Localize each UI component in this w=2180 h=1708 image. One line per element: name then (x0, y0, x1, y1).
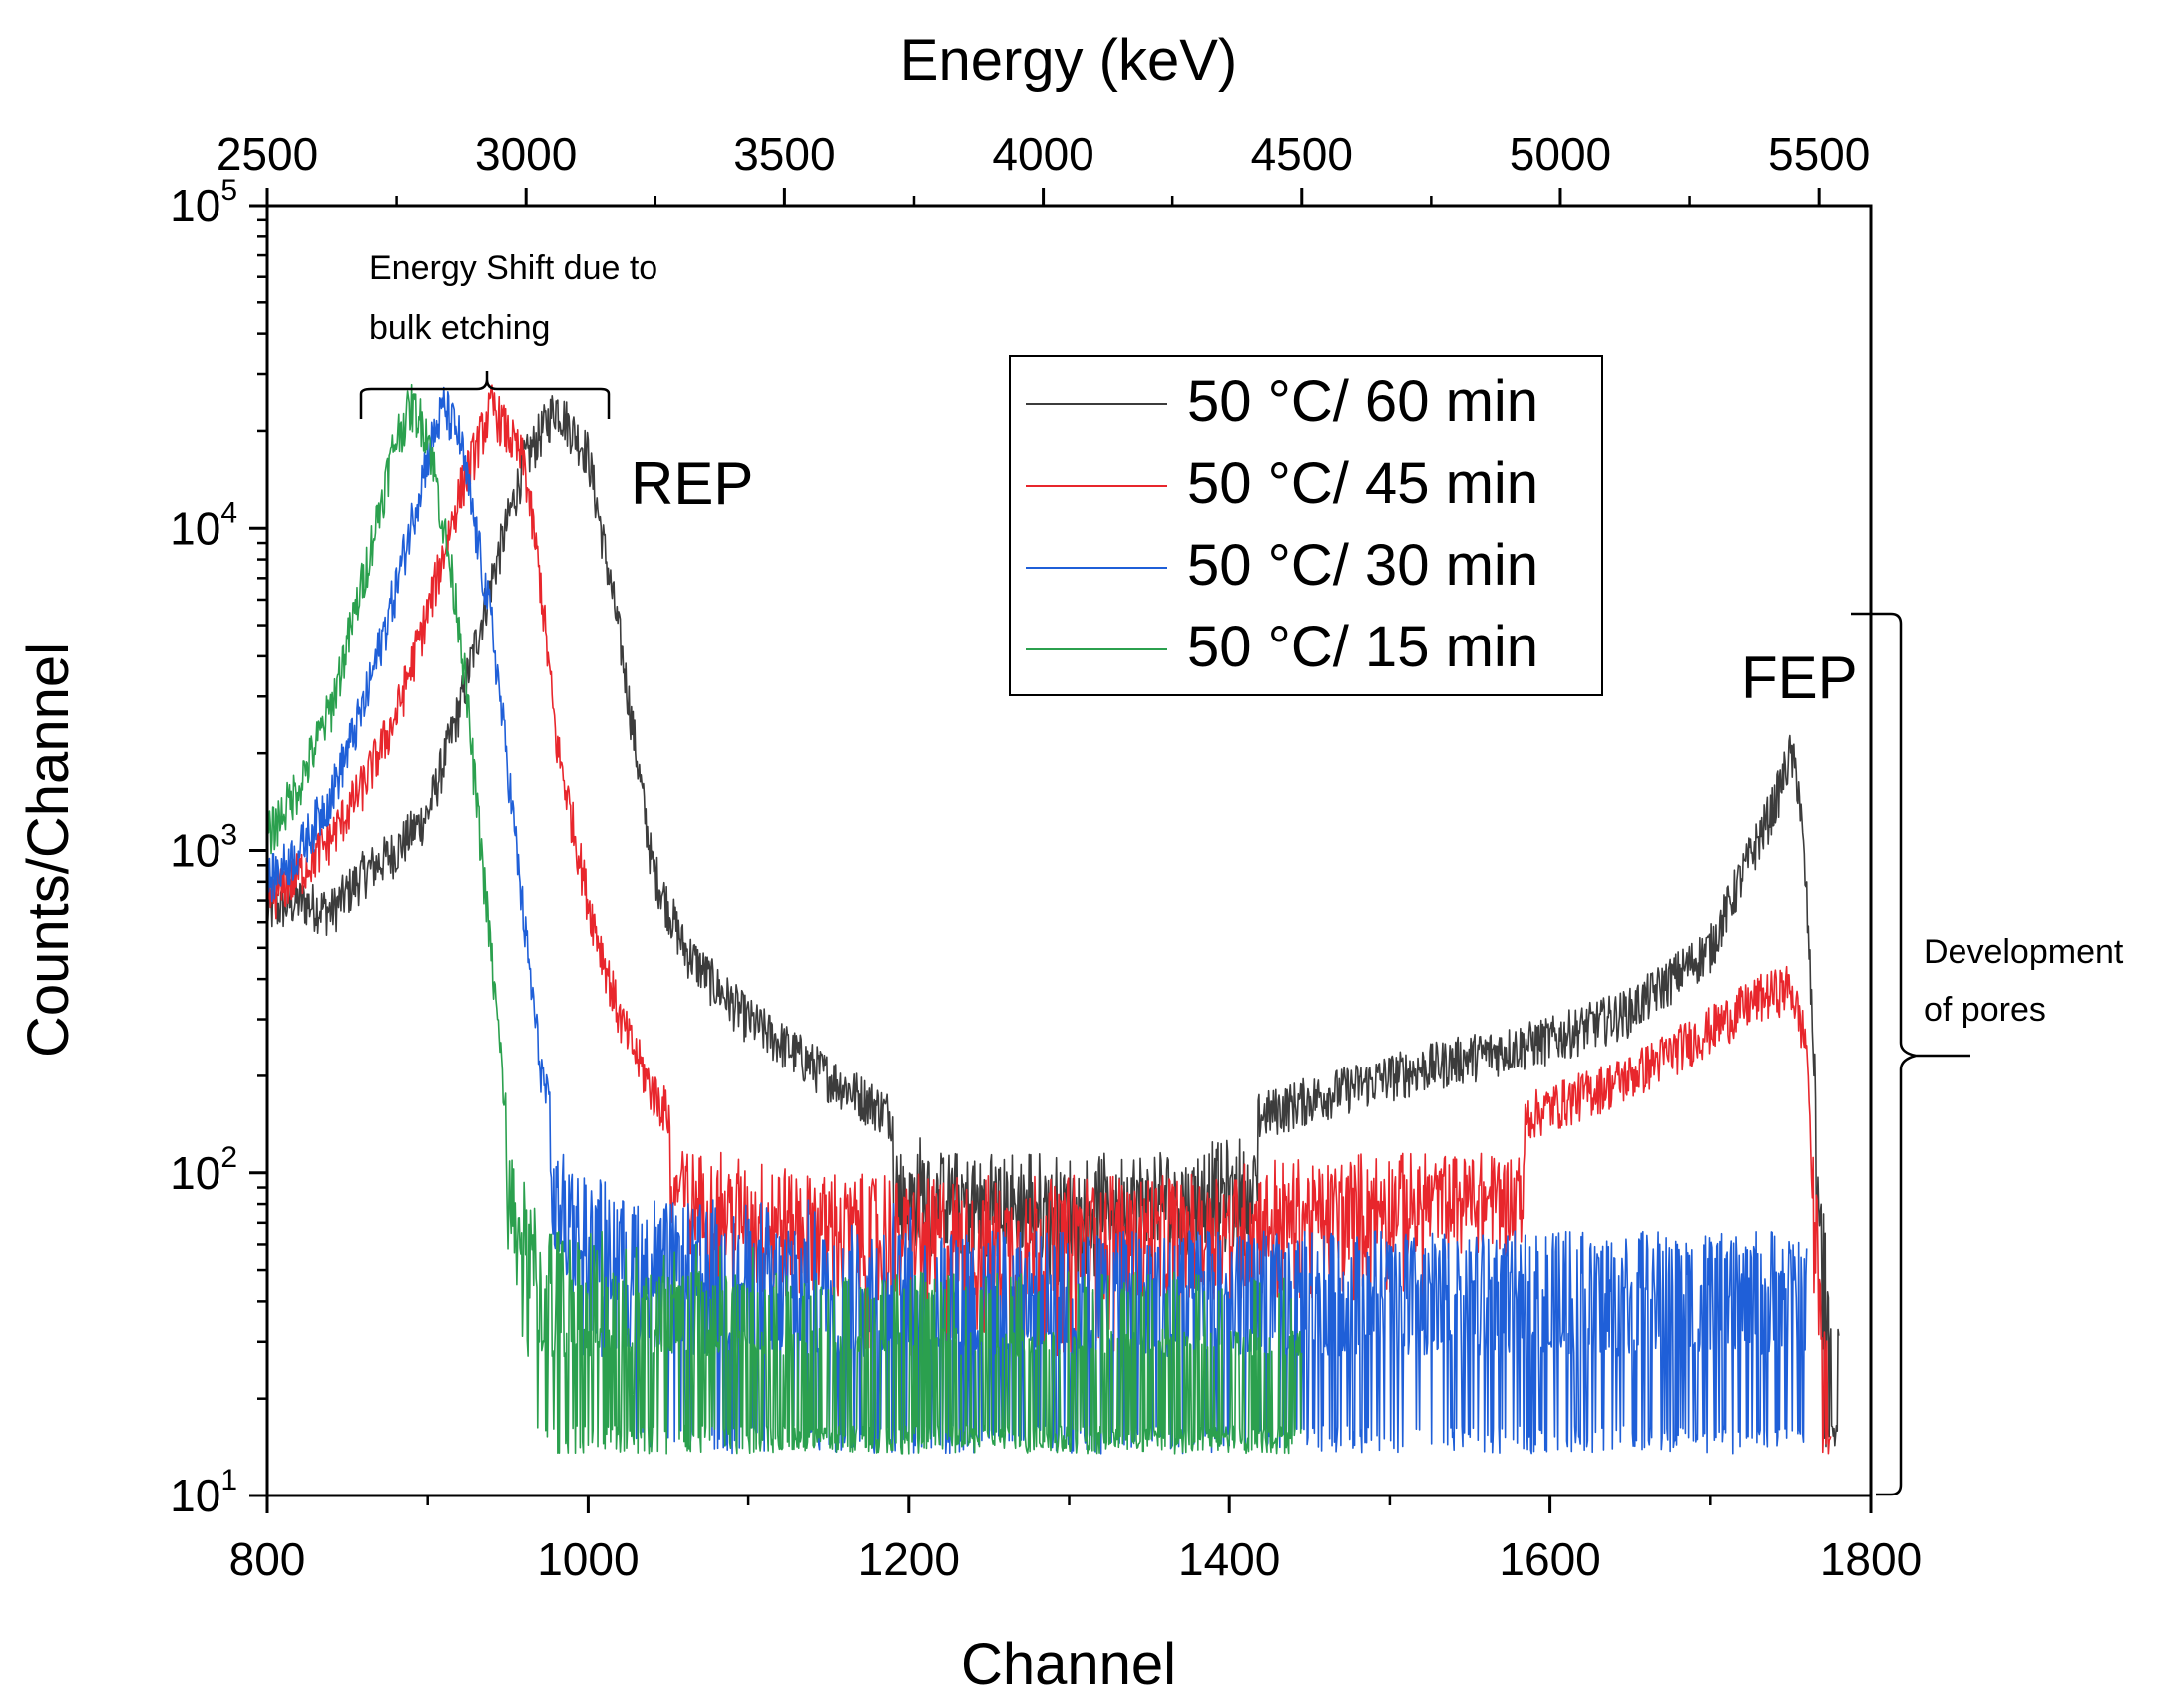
x2-tick-label: 4000 (992, 128, 1093, 180)
x-axis-top: 2500 3000 3500 4000 4500 5000 5500 (217, 128, 1870, 206)
x2-tick-label: 5000 (1510, 128, 1611, 180)
y-tick-label: 104 (170, 496, 237, 554)
energy-shift-brace (359, 371, 611, 419)
x-tick-label: 1800 (1820, 1533, 1922, 1585)
pores-label-line1: Development (1924, 933, 2124, 971)
legend-label: 50 °C/ 30 min (1187, 533, 1538, 598)
x-tick-label: 1200 (858, 1533, 960, 1585)
x2-tick-label: 3500 (733, 128, 835, 180)
legend-label: 50 °C/ 60 min (1187, 369, 1538, 434)
legend-box (1009, 355, 1603, 696)
x-axis-bottom: 800 1000 1200 1400 1600 1800 (229, 1495, 1922, 1585)
x-tick-label: 1000 (537, 1533, 639, 1585)
fep-label: FEP (1741, 644, 1858, 711)
x2-axis-title: Energy (keV) (900, 28, 1237, 93)
energy-shift-label-line2: bulk etching (369, 309, 550, 347)
legend-label: 50 °C/ 15 min (1187, 615, 1538, 679)
pores-label-line2: of pores (1924, 991, 2046, 1029)
y-axis-left: 101 102 103 104 105 (170, 174, 267, 1521)
energy-shift-label-line1: Energy Shift due to (369, 249, 657, 287)
x-tick-label: 1600 (1499, 1533, 1600, 1585)
x2-tick-label: 3000 (475, 128, 577, 180)
x-axis-title: Channel (961, 1632, 1176, 1697)
annotations: Energy Shift due to bulk etching REP FEP… (359, 249, 2124, 1496)
series-line-1 (267, 394, 1840, 1448)
y-tick-label: 101 (170, 1464, 237, 1521)
x-tick-label: 1400 (1178, 1533, 1280, 1585)
x2-tick-label: 5500 (1768, 128, 1870, 180)
x2-tick-label: 2500 (217, 128, 318, 180)
series-line-4 (267, 383, 1303, 1455)
series-layer (267, 383, 1840, 1455)
series-line-2 (267, 384, 1832, 1455)
y-tick-label: 103 (170, 819, 237, 877)
y-tick-label: 105 (170, 174, 237, 231)
pores-brace (1851, 612, 1970, 1496)
x-tick-label: 800 (229, 1533, 306, 1585)
x2-tick-label: 4500 (1251, 128, 1353, 180)
rep-label: REP (631, 450, 753, 517)
legend-label: 50 °C/ 45 min (1187, 451, 1538, 516)
y-tick-label: 102 (170, 1141, 237, 1199)
legend: 50 °C/ 60 min 50 °C/ 45 min 50 °C/ 30 min 5… (1009, 355, 1603, 696)
y-axis-title: Counts/Channel (16, 642, 81, 1058)
